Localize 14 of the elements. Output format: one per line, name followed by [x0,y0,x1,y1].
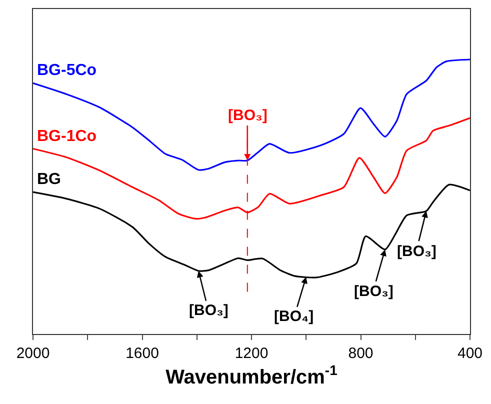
series-label: BG-1Co [37,128,97,145]
x-tick-label: 400 [457,345,483,362]
x-tick-label: 1200 [234,345,268,362]
x-tick-label: 800 [348,345,374,362]
x-axis-title: Wavenumber/cm$^{-1}$ [166,362,338,388]
annotation: [BO₃] [397,243,436,260]
x-tick-label: 2000 [16,345,50,362]
series-label: BG [37,171,61,188]
series-label: BG-5Co [37,62,97,79]
x-tick-label: 1600 [126,345,159,362]
annotation: [BO₃] [354,283,394,300]
annotation: [BO₃] [228,107,268,124]
annotation: [BO₃] [189,302,228,319]
annotation: [BO₄] [274,308,314,325]
